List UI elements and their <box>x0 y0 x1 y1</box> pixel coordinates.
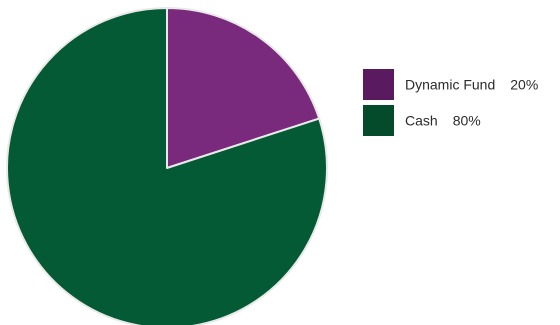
legend-value: 80% <box>453 113 481 129</box>
legend-item-cash: Cash 80% <box>363 105 481 136</box>
pie-slices <box>6 7 328 325</box>
legend-item-dynamic-fund: Dynamic Fund 20% <box>363 69 538 100</box>
legend-label: Cash <box>405 113 438 129</box>
legend-value: 20% <box>510 77 538 93</box>
legend: Dynamic Fund 20% Cash 80% <box>363 69 538 136</box>
legend-label: Dynamic Fund <box>405 77 495 93</box>
legend-swatch <box>363 69 394 100</box>
legend-swatch <box>363 105 394 136</box>
pie-slice-cash <box>6 7 328 325</box>
pie-slice-dynamic-fund <box>166 7 321 169</box>
